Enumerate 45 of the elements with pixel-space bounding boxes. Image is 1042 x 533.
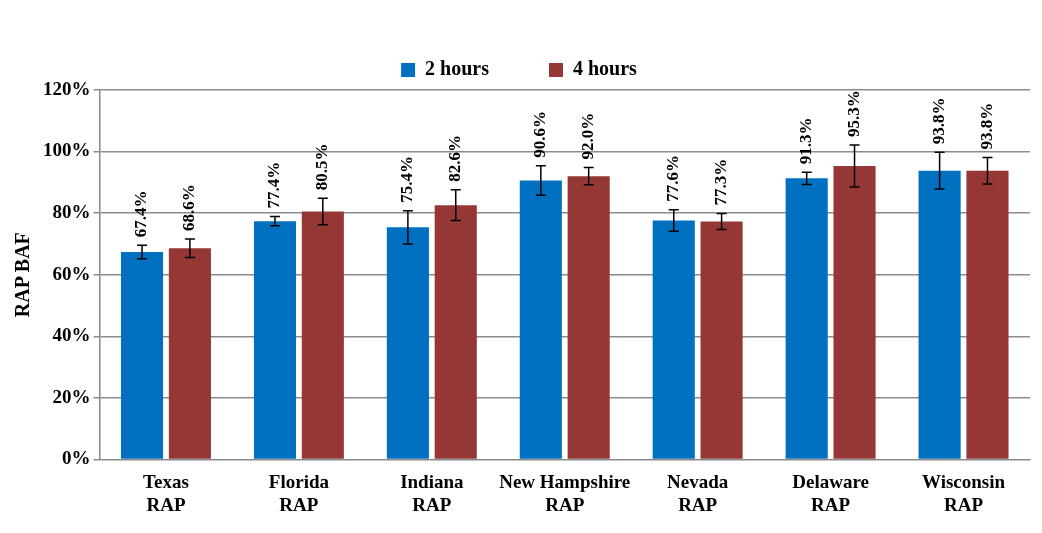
- data-label: 75.4%: [397, 155, 417, 203]
- x-tick-label: Texas RAP: [143, 470, 189, 515]
- data-label: 80.5%: [312, 143, 332, 191]
- bar: [833, 166, 876, 459]
- data-label: 77.6%: [663, 155, 683, 202]
- y-tick-label: 60%: [52, 262, 91, 284]
- y-tick-label: 80%: [52, 201, 91, 223]
- data-label: 92.0%: [578, 112, 598, 160]
- x-tick-label: Nevada RAP: [667, 470, 729, 515]
- y-tick-label: 40%: [52, 324, 91, 346]
- bar: [519, 180, 562, 459]
- legend-label: 2 hours: [425, 57, 490, 80]
- bar: [966, 170, 1009, 459]
- data-label: 90.6%: [530, 110, 550, 158]
- data-label: 77.3%: [711, 158, 730, 206]
- bar: [652, 220, 695, 459]
- bar: [301, 211, 344, 459]
- y-tick-label: 100%: [43, 139, 91, 161]
- data-label: 77.4%: [264, 161, 284, 209]
- data-label: 82.6%: [445, 134, 465, 182]
- x-tick-label: Indiana RAP: [400, 470, 465, 515]
- data-label: 95.3%: [843, 90, 863, 138]
- y-tick-label: 120%: [43, 77, 91, 99]
- bar: [785, 178, 828, 459]
- x-tick-label: New Hampshire RAP: [499, 470, 631, 515]
- x-tick-label: Delaware RAP: [792, 470, 869, 515]
- bar: [567, 176, 610, 459]
- bar: [700, 221, 743, 459]
- y-tick-label: 20%: [52, 385, 91, 407]
- bar: [120, 251, 164, 459]
- y-axis-title: RAP BAF: [11, 232, 34, 318]
- data-label: 91.3%: [796, 117, 816, 165]
- bar: [918, 170, 961, 459]
- bar: [434, 205, 477, 459]
- bar: [168, 248, 211, 459]
- x-tick-label: Wisconsin RAP: [922, 470, 1006, 515]
- bar: [253, 221, 297, 459]
- data-label: 93.8%: [929, 97, 948, 145]
- data-label: 93.8%: [976, 102, 996, 150]
- data-label: 68.6%: [179, 184, 199, 231]
- data-label: 67.4%: [131, 190, 151, 238]
- legend-label: 4 hours: [573, 57, 638, 80]
- x-tick-label: Florida RAP: [268, 470, 330, 515]
- y-tick-label: 0%: [62, 447, 91, 469]
- bar: [386, 227, 429, 459]
